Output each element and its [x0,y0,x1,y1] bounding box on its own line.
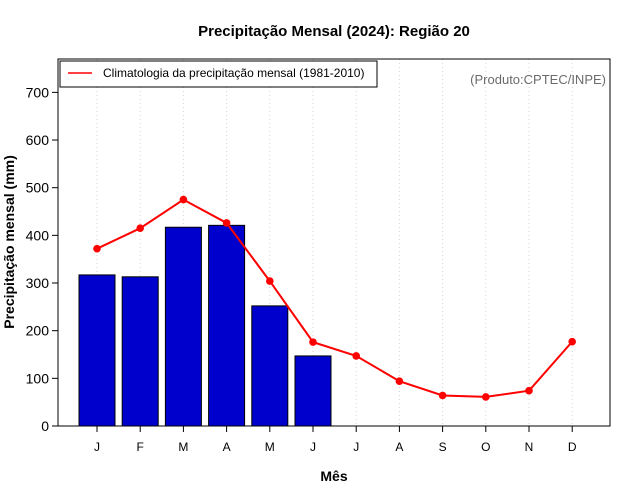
legend: Climatologia da precipitação mensal (198… [59,60,378,88]
y-tick-label: 300 [26,275,50,291]
chart-title: Precipitação Mensal (2024): Região 20 [198,23,470,40]
climatology-line-group [93,195,576,401]
climatology-point-6 [309,338,317,346]
x-tick-label: J [94,440,100,454]
climatology-point-8 [395,377,404,385]
y-tick-label: 0 [41,418,49,434]
bar-4 [208,224,246,427]
bar-5 [251,305,289,427]
climatology-point-2 [136,224,144,233]
climatology-point-9 [438,391,447,400]
climatology-line [96,198,573,398]
climatology-point-4 [222,219,231,227]
x-tick-label: J [310,440,316,454]
bar-6 [294,355,332,427]
y-tick-label: 200 [26,323,50,339]
x-tick-label: O [481,440,490,454]
x-tick-label: M [265,440,275,454]
x-tick-label: J [353,440,359,454]
climatology-point-11 [525,386,533,395]
climatology-point-3 [179,195,188,204]
legend-box [59,60,378,88]
bars [78,224,332,427]
x-tick-label: S [439,440,447,454]
climatology-point-7 [352,352,361,360]
x-tick-label: F [137,440,144,454]
source-annotation: (Produto:CPTEC/INPE) [470,72,606,87]
x-axis-label: Mês [320,468,347,484]
climatology-point-12 [568,337,576,346]
y-tick-label: 400 [26,227,50,243]
y-tick-label: 500 [26,180,50,196]
y-axis-label: Precipitação mensal (mm) [1,155,17,329]
x-tick-label: A [223,440,231,454]
y-tick-label: 700 [26,84,50,100]
x-tick-label: M [178,440,188,454]
bar-3 [164,226,202,427]
x-tick-label: D [568,440,577,454]
climatology-point-1 [93,244,101,253]
climatology-point-5 [266,277,274,285]
y-axis: 0 100 200 300 400 500 600 700 [26,84,58,434]
bar-1 [78,274,116,427]
x-tick-label: N [525,440,534,454]
legend-label: Climatologia da precipitação mensal (198… [103,66,364,80]
y-tick-label: 100 [26,370,50,386]
bar-2 [121,276,159,427]
plot-frame [57,58,611,427]
climatology-point-10 [482,393,490,401]
y-tick-label: 600 [26,132,50,148]
x-tick-label: A [395,440,403,454]
